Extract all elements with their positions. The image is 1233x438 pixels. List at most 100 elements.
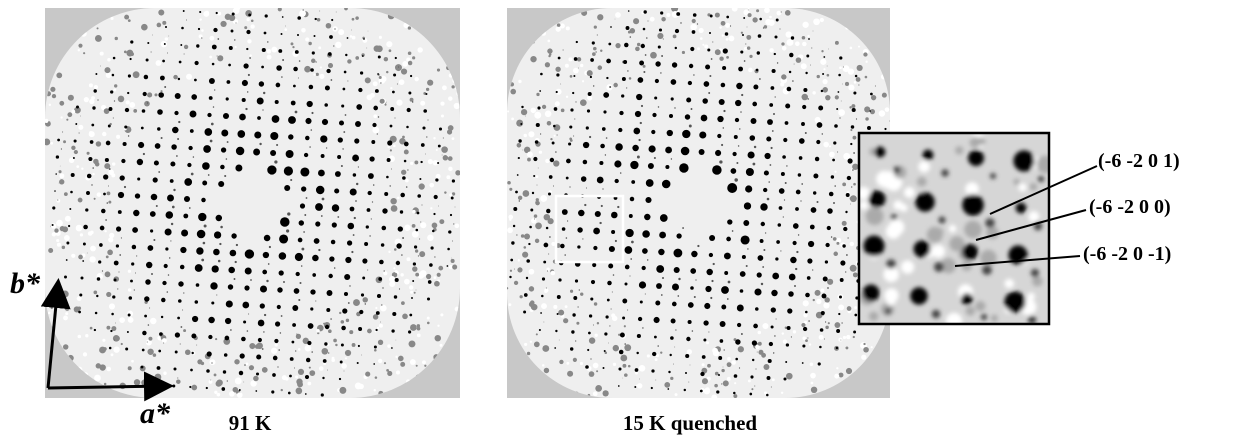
satellite-spot: [586, 187, 587, 188]
satellite-spot: [143, 153, 145, 155]
diffraction-spot: [432, 230, 435, 233]
diffraction-spot: [630, 197, 634, 201]
satellite-spot: [396, 340, 397, 341]
diffraction-spot: [543, 261, 546, 264]
diffraction-spot: [526, 259, 530, 263]
speckle: [593, 47, 597, 51]
speckle: [89, 131, 95, 137]
diffraction-spot: [225, 336, 230, 341]
diffraction-spot: [352, 155, 359, 162]
speckle: [563, 318, 568, 323]
speckle: [650, 17, 655, 22]
speckle: [441, 115, 444, 118]
speckle: [128, 288, 131, 291]
speckle: [317, 18, 321, 22]
diffraction-spot: [332, 222, 337, 227]
diffraction-spot: [655, 79, 659, 83]
satellite-spot: [451, 258, 452, 259]
diffraction-spot: [180, 247, 186, 253]
diffraction-spot: [94, 329, 96, 331]
diffraction-spot: [805, 311, 808, 314]
speckle: [112, 162, 115, 165]
diffraction-spot: [291, 101, 296, 106]
diffraction-spot: [610, 26, 612, 28]
satellite-spot: [285, 26, 286, 27]
speckle: [561, 108, 565, 112]
speckle: [296, 388, 303, 395]
diffraction-spot: [578, 210, 585, 217]
diffraction-spot: [767, 119, 773, 125]
diffraction-spot: [366, 225, 369, 228]
speckle: [751, 388, 753, 390]
speckle: [568, 57, 572, 61]
satellite-spot: [172, 206, 175, 209]
diffraction-spot: [376, 311, 380, 315]
speckle: [373, 81, 378, 86]
diffraction-spot: [802, 362, 804, 364]
diffraction-spot: [228, 284, 233, 289]
speckle: [66, 119, 68, 121]
speckle: [827, 279, 833, 285]
diffraction-spot: [180, 44, 182, 46]
satellite-spot: [732, 230, 734, 232]
satellite-spot: [780, 250, 781, 251]
speckle: [863, 343, 865, 345]
diffraction-spot: [372, 123, 376, 127]
inset-speckle: [1028, 211, 1039, 222]
satellite-spot: [723, 110, 725, 112]
inset-speckle: [889, 219, 905, 235]
diffraction-spot: [133, 210, 139, 216]
satellite-spot: [177, 138, 179, 140]
speckle: [59, 101, 64, 106]
diffraction-spot: [665, 147, 672, 154]
diffraction-spot: [88, 157, 92, 161]
speckle: [284, 28, 287, 31]
diffraction-spot: [839, 296, 842, 299]
diffraction-spot: [752, 359, 754, 361]
satellite-spot: [303, 231, 305, 233]
diffraction-spot: [202, 181, 207, 186]
diffraction-spot: [178, 78, 180, 80]
speckle: [630, 28, 635, 33]
satellite-spot: [226, 158, 228, 160]
inset-satellite: [1031, 269, 1039, 277]
speckle: [217, 12, 221, 16]
speckle: [214, 374, 217, 377]
satellite-spot: [348, 302, 350, 304]
diffraction-spot: [651, 387, 653, 389]
speckle: [510, 89, 516, 95]
diffraction-spot: [423, 109, 427, 113]
speckle: [763, 364, 769, 370]
speckle: [811, 387, 817, 393]
speckle: [43, 139, 50, 146]
diffraction-spot: [226, 80, 230, 84]
speckle: [102, 339, 105, 342]
satellite-spot: [399, 288, 400, 289]
speckle: [234, 359, 239, 364]
speckle: [802, 336, 806, 340]
diffraction-spot: [240, 353, 245, 358]
diffraction-spot: [324, 103, 328, 107]
diffraction-spot: [232, 12, 235, 15]
speckle: [594, 26, 597, 29]
diffraction-spot: [641, 44, 645, 48]
speckle: [836, 367, 838, 369]
inset-spot: [910, 287, 927, 304]
diffraction-spot: [170, 179, 174, 183]
speckle: [318, 46, 321, 49]
satellite-spot: [319, 11, 320, 12]
diffraction-spot: [597, 177, 604, 184]
speckle: [748, 380, 751, 383]
diffraction-spot: [742, 255, 746, 259]
satellite-spot: [673, 364, 674, 365]
diffraction-spot: [208, 317, 214, 323]
diffraction-spot: [180, 265, 185, 270]
diffraction-spot: [97, 277, 100, 280]
speckle: [748, 68, 753, 73]
diffraction-spot: [818, 106, 823, 111]
speckle: [210, 36, 215, 41]
satellite-spot: [784, 199, 785, 200]
satellite-spot: [369, 235, 370, 236]
satellite-spot: [171, 223, 173, 225]
diffraction-spot: [164, 43, 166, 45]
